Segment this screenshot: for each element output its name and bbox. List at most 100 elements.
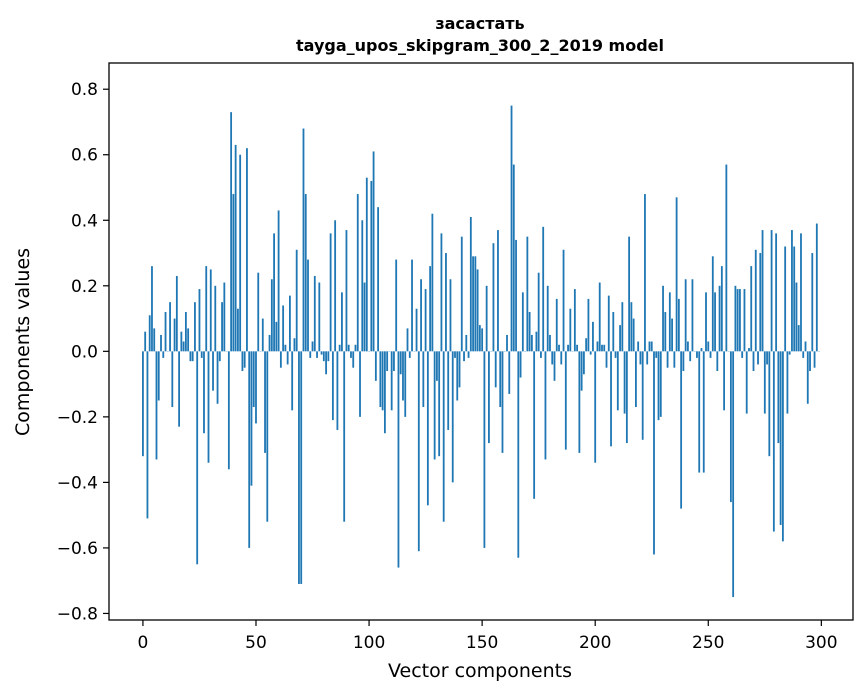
bar-241 [687, 341, 689, 352]
bar-205 [605, 351, 608, 368]
y-tick-label: 0.4 [71, 211, 98, 231]
plot-frame [108, 62, 854, 621]
bar-140 [458, 351, 461, 388]
bar-105 [379, 351, 382, 408]
bar-285 [786, 351, 789, 414]
bar-124 [422, 351, 425, 408]
bar-8 [160, 334, 162, 352]
bar-121 [415, 308, 418, 352]
bar-143 [465, 334, 468, 352]
bar-122 [417, 351, 420, 552]
bar-123 [420, 279, 422, 352]
bar-170 [526, 236, 529, 352]
y-axis-ticks: −0.8 −0.6 −0.4 −0.2 0.0 0.2 0.4 0.6 0.8 [57, 80, 109, 624]
bar-179 [546, 285, 549, 352]
bar-75 [311, 341, 314, 352]
bar-29 [207, 351, 210, 463]
bar-216 [630, 302, 633, 352]
bar-268 [748, 348, 750, 352]
bar-127 [429, 266, 432, 352]
x-axis-ticks: 0 50 100 150 200 250 300 [138, 620, 838, 653]
bar-150 [481, 328, 484, 352]
bar-68 [295, 249, 298, 352]
y-tick-label: 0.0 [71, 342, 98, 362]
bar-201 [596, 341, 599, 352]
bar-62 [282, 305, 285, 352]
bar-103 [374, 351, 377, 381]
bar-209 [614, 351, 617, 358]
bar-51 [257, 272, 260, 352]
bar-27 [203, 351, 205, 434]
y-axis-label: Components values [12, 248, 34, 436]
bar-88 [341, 292, 343, 352]
bar-152 [485, 285, 488, 352]
bar-58 [273, 233, 275, 352]
bar-6 [155, 351, 158, 460]
chart-title: засастать [435, 14, 524, 33]
bar-162 [508, 351, 511, 394]
bar-92 [350, 351, 352, 358]
bar-246 [698, 351, 701, 473]
bar-223 [646, 351, 649, 365]
bar-131 [438, 351, 441, 457]
bar-289 [795, 282, 798, 352]
bar-296 [811, 253, 814, 352]
bar-198 [589, 351, 592, 355]
bar-38 [227, 351, 230, 470]
bars-group [142, 105, 820, 598]
bar-1 [144, 331, 147, 352]
bar-159 [501, 351, 504, 453]
bar-282 [779, 351, 782, 525]
bar-0 [142, 351, 144, 457]
bar-145 [469, 216, 472, 352]
bar-265 [741, 351, 744, 358]
bar-186 [562, 249, 565, 352]
bar-207 [610, 351, 612, 447]
bar-242 [689, 351, 692, 362]
bar-275 [763, 351, 766, 414]
bar-264 [739, 289, 741, 352]
bar-253 [714, 292, 716, 352]
bar-270 [752, 351, 755, 371]
bar-112 [395, 259, 398, 352]
bar-297 [813, 351, 816, 368]
bar-110 [390, 351, 393, 411]
bar-48 [250, 351, 253, 486]
bar-286 [788, 351, 791, 355]
bar-64 [286, 351, 289, 365]
bar-36 [223, 282, 226, 352]
bar-235 [673, 351, 676, 368]
bar-142 [463, 351, 465, 362]
bar-32 [214, 285, 217, 352]
bar-238 [680, 351, 683, 509]
bar-172 [530, 334, 533, 352]
y-tick-label: 0.8 [71, 80, 98, 100]
bar-47 [248, 351, 251, 548]
bar-108 [386, 351, 389, 371]
bar-203 [601, 344, 603, 352]
bar-139 [456, 351, 459, 401]
bar-137 [451, 351, 454, 483]
bar-85 [334, 220, 337, 352]
bar-78 [318, 282, 321, 352]
bar-126 [426, 351, 429, 506]
bar-247 [700, 348, 703, 352]
bar-252 [711, 256, 714, 352]
bar-16 [178, 351, 181, 427]
bar-211 [619, 325, 621, 352]
bar-19 [184, 312, 187, 352]
bar-2 [146, 351, 149, 519]
bar-95 [356, 194, 359, 352]
bar-192 [576, 344, 579, 352]
bar-99 [365, 177, 368, 352]
bar-96 [359, 351, 361, 417]
bar-22 [191, 351, 194, 362]
bar-84 [331, 351, 334, 421]
bar-298 [815, 223, 818, 352]
x-tick-label: 300 [805, 633, 837, 653]
bar-243 [691, 279, 694, 352]
bar-230 [662, 285, 664, 352]
bar-119 [411, 259, 413, 352]
bar-237 [677, 298, 680, 352]
bar-213 [623, 351, 626, 414]
